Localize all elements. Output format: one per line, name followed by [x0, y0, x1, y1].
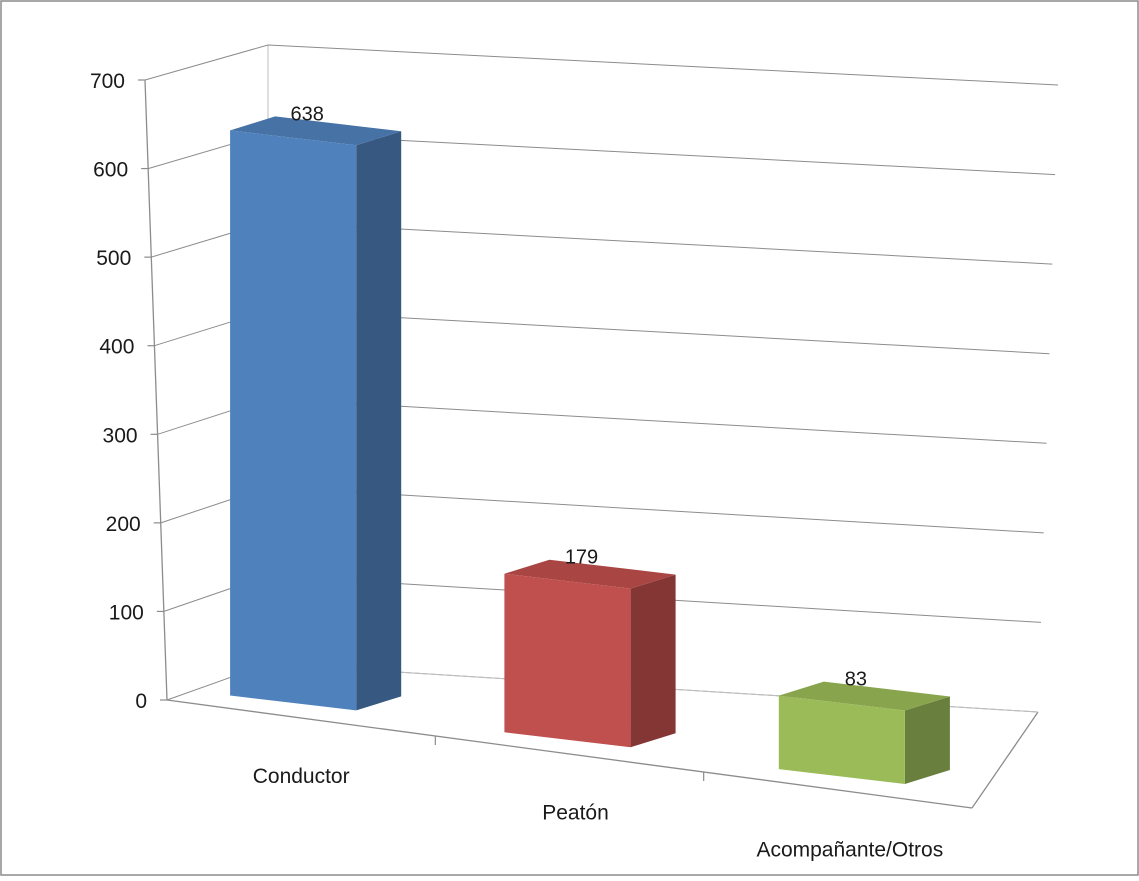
- y-tick-label: 400: [99, 336, 134, 359]
- bar-side: [630, 574, 676, 748]
- bar-top: [504, 559, 676, 589]
- data-label: 83: [845, 669, 867, 691]
- y-tick-label: 200: [106, 513, 141, 536]
- data-label: 638: [290, 103, 323, 125]
- bar-top: [778, 681, 950, 711]
- y-axis-line: [144, 79, 168, 701]
- bars: [230, 116, 950, 784]
- bar-side: [904, 696, 950, 784]
- bar-front: [230, 130, 357, 711]
- gridline: [144, 44, 1059, 86]
- bar-2: [504, 559, 676, 748]
- y-tick-label: 0: [135, 690, 147, 713]
- y-tick-label: 600: [93, 159, 128, 182]
- floor-right-edge: [971, 711, 1039, 809]
- data-labels: 638 179 83: [290, 103, 866, 690]
- y-tick-label: 300: [103, 424, 138, 447]
- x-axis: Conductor Peatón Acompañante/Otros: [166, 699, 973, 862]
- bar-front: [504, 573, 631, 748]
- y-axis: 0 100 200 300 400 500 600 700: [90, 70, 168, 713]
- data-label: 179: [565, 547, 598, 569]
- x-axis-line: [166, 699, 973, 809]
- bar-top: [230, 116, 402, 146]
- x-tick-label: Acompañante/Otros: [756, 839, 943, 862]
- bar-1: [230, 116, 402, 711]
- x-tick-label: Conductor: [253, 765, 350, 788]
- y-tick-label: 100: [109, 601, 144, 624]
- bar-side: [356, 131, 402, 711]
- bar-front: [778, 695, 905, 784]
- x-tick-label: Peatón: [542, 802, 609, 825]
- y-tick-label: 700: [90, 70, 125, 93]
- bar-3: [778, 681, 950, 784]
- y-tick-label: 500: [96, 247, 131, 270]
